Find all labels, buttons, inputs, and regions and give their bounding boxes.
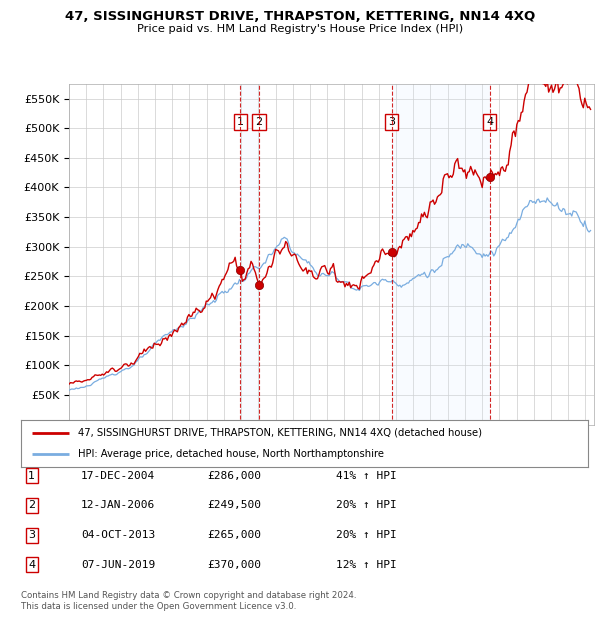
Text: 07-JUN-2019: 07-JUN-2019 xyxy=(81,560,155,570)
Text: 47, SISSINGHURST DRIVE, THRAPSTON, KETTERING, NN14 4XQ (detached house): 47, SISSINGHURST DRIVE, THRAPSTON, KETTE… xyxy=(78,428,482,438)
Text: Price paid vs. HM Land Registry's House Price Index (HPI): Price paid vs. HM Land Registry's House … xyxy=(137,24,463,33)
Text: 20% ↑ HPI: 20% ↑ HPI xyxy=(336,500,397,510)
Text: 1: 1 xyxy=(237,117,244,127)
Text: 41% ↑ HPI: 41% ↑ HPI xyxy=(336,471,397,480)
Text: 04-OCT-2013: 04-OCT-2013 xyxy=(81,530,155,540)
Text: This data is licensed under the Open Government Licence v3.0.: This data is licensed under the Open Gov… xyxy=(21,602,296,611)
Text: 2: 2 xyxy=(256,117,263,127)
Bar xyxy=(392,84,490,425)
Text: £265,000: £265,000 xyxy=(207,530,261,540)
Text: £249,500: £249,500 xyxy=(207,500,261,510)
Text: 20% ↑ HPI: 20% ↑ HPI xyxy=(336,530,397,540)
Text: 12-JAN-2006: 12-JAN-2006 xyxy=(81,500,155,510)
Text: 4: 4 xyxy=(486,117,493,127)
Text: 3: 3 xyxy=(388,117,395,127)
Text: 3: 3 xyxy=(28,530,35,540)
Text: 17-DEC-2004: 17-DEC-2004 xyxy=(81,471,155,480)
Text: 47, SISSINGHURST DRIVE, THRAPSTON, KETTERING, NN14 4XQ: 47, SISSINGHURST DRIVE, THRAPSTON, KETTE… xyxy=(65,10,535,23)
Bar xyxy=(241,84,259,425)
Text: 4: 4 xyxy=(28,560,35,570)
Text: 1: 1 xyxy=(28,471,35,480)
Text: HPI: Average price, detached house, North Northamptonshire: HPI: Average price, detached house, Nort… xyxy=(78,450,384,459)
Text: Contains HM Land Registry data © Crown copyright and database right 2024.: Contains HM Land Registry data © Crown c… xyxy=(21,591,356,600)
Text: £370,000: £370,000 xyxy=(207,560,261,570)
Text: £286,000: £286,000 xyxy=(207,471,261,480)
Text: 12% ↑ HPI: 12% ↑ HPI xyxy=(336,560,397,570)
Text: 2: 2 xyxy=(28,500,35,510)
